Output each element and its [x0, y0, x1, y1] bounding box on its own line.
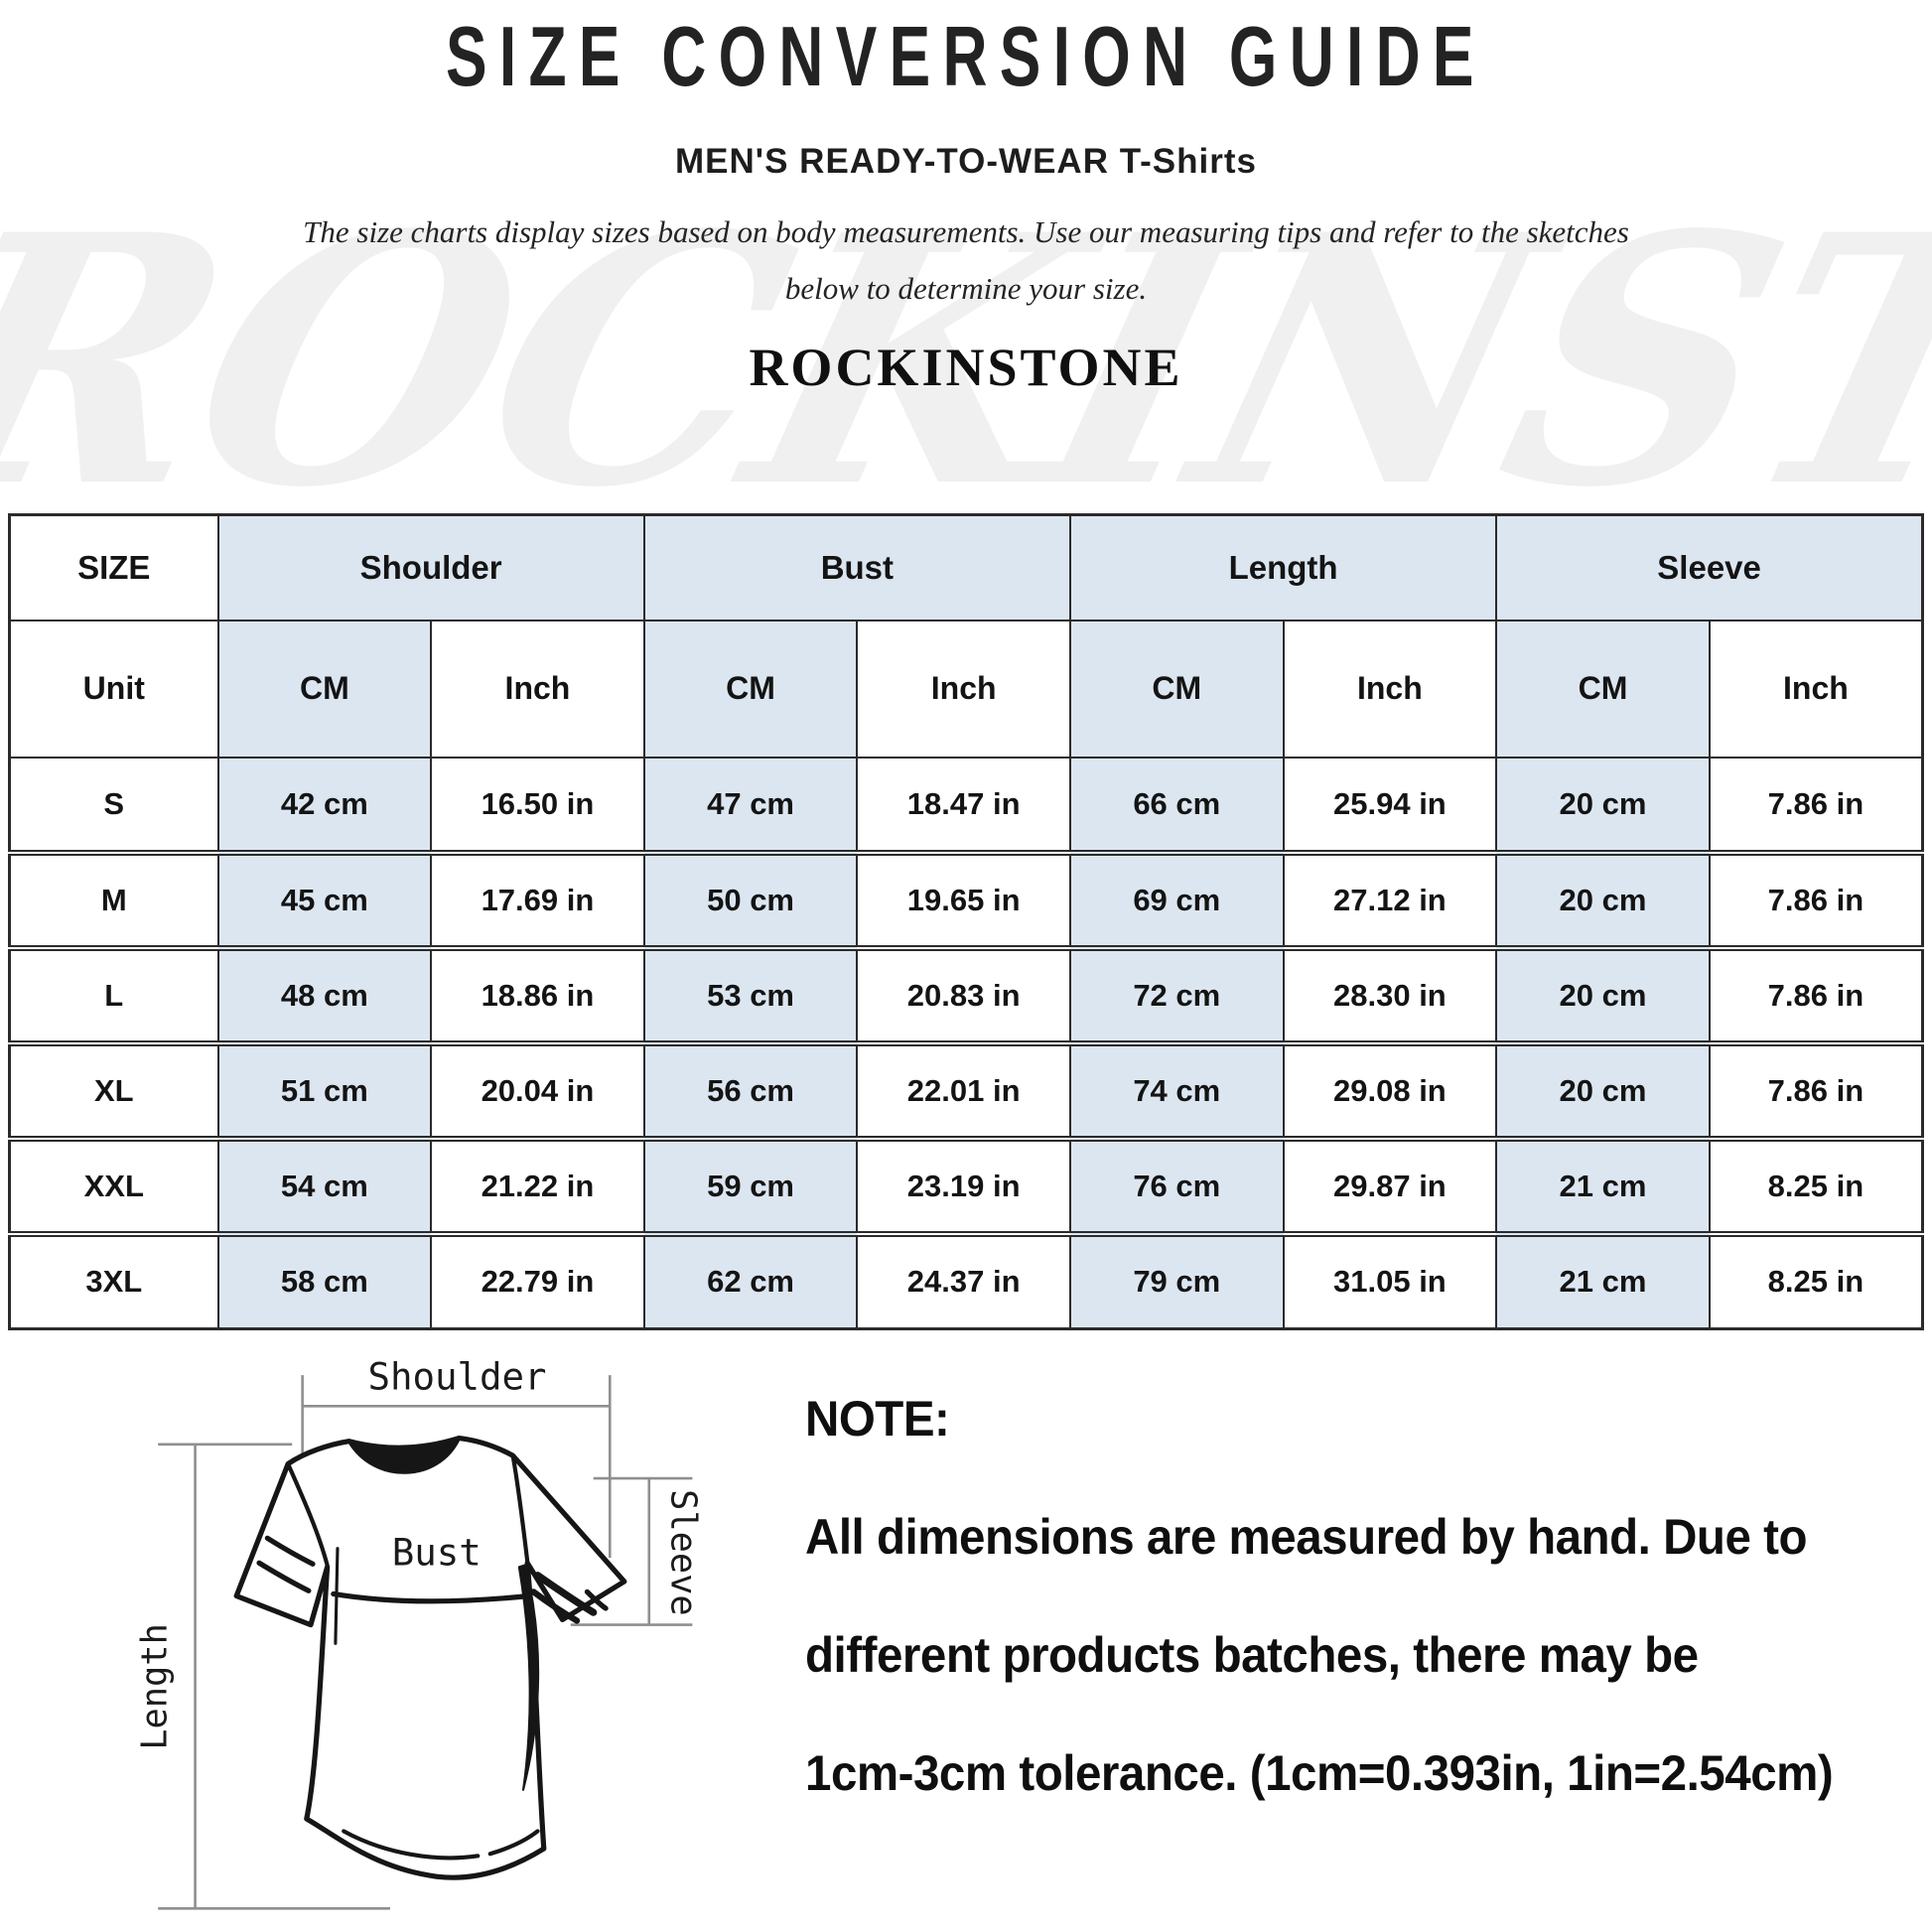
- size-label: 3XL: [8, 1230, 219, 1330]
- table-cell: 29.87 in: [1282, 1135, 1498, 1235]
- column-header-bust: Bust: [642, 513, 1071, 621]
- table-row-s: S 42 cm 16.50 in 47 cm 18.47 in 66 cm 25…: [8, 756, 1924, 854]
- size-label: M: [8, 849, 219, 949]
- unit-cell: Inch: [856, 619, 1071, 759]
- page-subtitle: MEN'S READY-TO-WEAR T-Shirts: [675, 142, 1257, 181]
- unit-cell: CM: [216, 619, 433, 759]
- unit-row: Unit CM Inch CM Inch CM Inch CM Inch: [8, 619, 1924, 759]
- unit-cell: CM: [1068, 619, 1285, 759]
- table-header-row: SIZE Shoulder Bust Length Sleeve: [8, 513, 1924, 621]
- table-cell: 31.05 in: [1282, 1230, 1498, 1330]
- unit-cell: Inch: [1708, 619, 1924, 759]
- table-cell: 19.65 in: [856, 849, 1071, 949]
- page-title-text: SIZE CONVERSION GUIDE: [446, 9, 1486, 105]
- table-cell: 20.04 in: [430, 1039, 645, 1140]
- table-cell: 20 cm: [1495, 1039, 1711, 1140]
- table-cell: 16.50 in: [430, 756, 645, 854]
- column-header-length: Length: [1068, 513, 1498, 621]
- unit-cell: CM: [1495, 619, 1711, 759]
- table-cell: 17.69 in: [430, 849, 645, 949]
- size-label: L: [8, 944, 219, 1044]
- table-cell: 8.25 in: [1708, 1135, 1924, 1235]
- table-cell: 20 cm: [1495, 756, 1711, 854]
- description: The size charts display sizes based on b…: [0, 204, 1932, 317]
- table-cell: 54 cm: [216, 1135, 433, 1235]
- table-cell: 56 cm: [642, 1039, 859, 1140]
- collar: [346, 1436, 462, 1474]
- table-cell: 21.22 in: [430, 1135, 645, 1235]
- column-header-shoulder: Shoulder: [216, 513, 645, 621]
- size-label: XL: [8, 1039, 219, 1140]
- table-cell: 27.12 in: [1282, 849, 1498, 949]
- table-cell: 21 cm: [1495, 1135, 1711, 1235]
- table-cell: 7.86 in: [1708, 756, 1924, 854]
- tshirt-outline: [233, 1435, 627, 1880]
- note-line: All dimensions are measured by hand. Due…: [805, 1509, 1807, 1565]
- note-line: different products batches, there may be: [805, 1627, 1699, 1683]
- diagram-bust-label: Bust: [392, 1530, 482, 1574]
- table-cell: 20 cm: [1495, 944, 1711, 1044]
- table-cell: 24.37 in: [856, 1230, 1071, 1330]
- table-cell: 42 cm: [216, 756, 433, 854]
- note-line: 1cm-3cm tolerance. (1cm=0.393in, 1in=2.5…: [805, 1745, 1834, 1801]
- description-line-1: The size charts display sizes based on b…: [303, 214, 1629, 249]
- table-row-m: M 45 cm 17.69 in 50 cm 19.65 in 69 cm 27…: [8, 849, 1924, 949]
- table-cell: 7.86 in: [1708, 944, 1924, 1044]
- table-cell: 69 cm: [1068, 849, 1285, 949]
- table-cell: 21 cm: [1495, 1230, 1711, 1330]
- table-cell: 23.19 in: [856, 1135, 1071, 1235]
- table-cell: 18.86 in: [430, 944, 645, 1044]
- size-conversion-table: SIZE Shoulder Bust Length Sleeve Unit CM…: [8, 513, 1924, 1330]
- table-cell: 48 cm: [216, 944, 433, 1044]
- tshirt-measurement-diagram: Shoulder Bust Length Sleeve: [134, 1355, 704, 1910]
- size-guide-page: ROCKINSTONE SIZE CONVERSION GUIDE MEN'S …: [0, 10, 1932, 1932]
- unit-cell: CM: [642, 619, 859, 759]
- table-cell: 58 cm: [216, 1230, 433, 1330]
- table-row-l: L 48 cm 18.86 in 53 cm 20.83 in 72 cm 28…: [8, 944, 1924, 1044]
- table-cell: 50 cm: [642, 849, 859, 949]
- note-heading: NOTE:: [805, 1391, 950, 1447]
- diagram-sleeve-label: Sleeve: [663, 1489, 704, 1616]
- brand-name: ROCKINSTONE: [749, 338, 1183, 397]
- size-label: XXL: [8, 1135, 219, 1235]
- unit-cell: Inch: [1282, 619, 1498, 759]
- table-cell: 20.83 in: [856, 944, 1071, 1044]
- table-cell: 20 cm: [1495, 849, 1711, 949]
- table-cell: 45 cm: [216, 849, 433, 949]
- column-header-sleeve: Sleeve: [1495, 513, 1924, 621]
- dimension-guides: [158, 1375, 693, 1910]
- table-row-xl: XL 51 cm 20.04 in 56 cm 22.01 in 74 cm 2…: [8, 1039, 1924, 1140]
- table-cell: 22.79 in: [430, 1230, 645, 1330]
- table-cell: 7.86 in: [1708, 849, 1924, 949]
- table-cell: 76 cm: [1068, 1135, 1285, 1235]
- table-cell: 7.86 in: [1708, 1039, 1924, 1140]
- table-cell: 74 cm: [1068, 1039, 1285, 1140]
- table-cell: 66 cm: [1068, 756, 1285, 854]
- description-line-2: below to determine your size.: [784, 271, 1148, 306]
- table-row-xxl: XXL 54 cm 21.22 in 59 cm 23.19 in 76 cm …: [8, 1135, 1924, 1235]
- table-cell: 59 cm: [642, 1135, 859, 1235]
- diagram-length-label: Length: [134, 1623, 175, 1750]
- table-cell: 18.47 in: [856, 756, 1071, 854]
- table-cell: 29.08 in: [1282, 1039, 1498, 1140]
- table-cell: 62 cm: [642, 1230, 859, 1330]
- table-cell: 51 cm: [216, 1039, 433, 1140]
- table-cell: 53 cm: [642, 944, 859, 1044]
- column-header-size: SIZE: [8, 513, 219, 621]
- table-cell: 25.94 in: [1282, 756, 1498, 854]
- table-cell: 47 cm: [642, 756, 859, 854]
- unit-row-label: Unit: [8, 619, 219, 759]
- note-block: NOTE: All dimensions are measured by han…: [805, 1360, 1848, 1833]
- table-cell: 28.30 in: [1282, 944, 1498, 1044]
- bottom-section: Shoulder Bust Length Sleeve NOTE: All di…: [0, 1330, 1932, 1924]
- table-cell: 22.01 in: [856, 1039, 1071, 1140]
- size-label: S: [8, 756, 219, 854]
- page-title: SIZE CONVERSION GUIDE: [0, 10, 1932, 104]
- table-cell: 79 cm: [1068, 1230, 1285, 1330]
- table-cell: 72 cm: [1068, 944, 1285, 1044]
- diagram-shoulder-label: Shoulder: [367, 1355, 546, 1399]
- unit-cell: Inch: [430, 619, 645, 759]
- table-row-3xl: 3XL 58 cm 22.79 in 62 cm 24.37 in 79 cm …: [8, 1230, 1924, 1330]
- table-cell: 8.25 in: [1708, 1230, 1924, 1330]
